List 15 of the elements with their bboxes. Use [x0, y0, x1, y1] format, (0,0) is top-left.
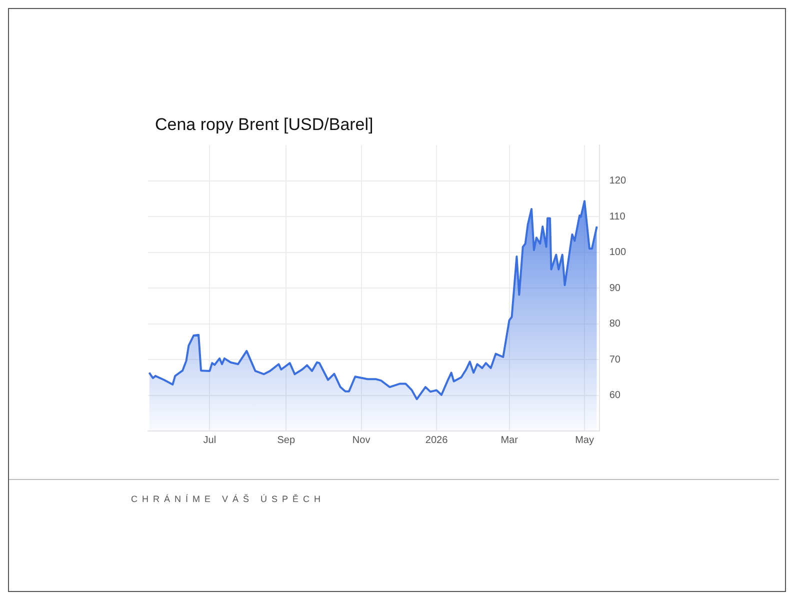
x-tick-label: May — [575, 434, 594, 446]
text: CHRÁNÍME VÁŠ ÚSPĚCH — [131, 494, 326, 504]
x-tick-label: Sep — [277, 434, 296, 446]
y-tick-label: 110 — [609, 211, 626, 222]
y-tick-label: 100 — [609, 247, 626, 258]
y-tick-label: 60 — [609, 390, 621, 401]
y-tick-label: 80 — [609, 318, 621, 330]
x-tick-label: Nov — [352, 434, 370, 446]
x-tick-label: 2026 — [425, 434, 448, 446]
y-tick-label: 90 — [609, 282, 621, 294]
y-tick-label: 70 — [609, 354, 621, 366]
chart-title: Cena ropy Brent [USD/Barel] — [155, 115, 374, 135]
x-tick-label: Jul — [203, 434, 216, 446]
y-tick-label: 120 — [609, 176, 626, 186]
x-tick-label: Mar — [500, 434, 519, 446]
